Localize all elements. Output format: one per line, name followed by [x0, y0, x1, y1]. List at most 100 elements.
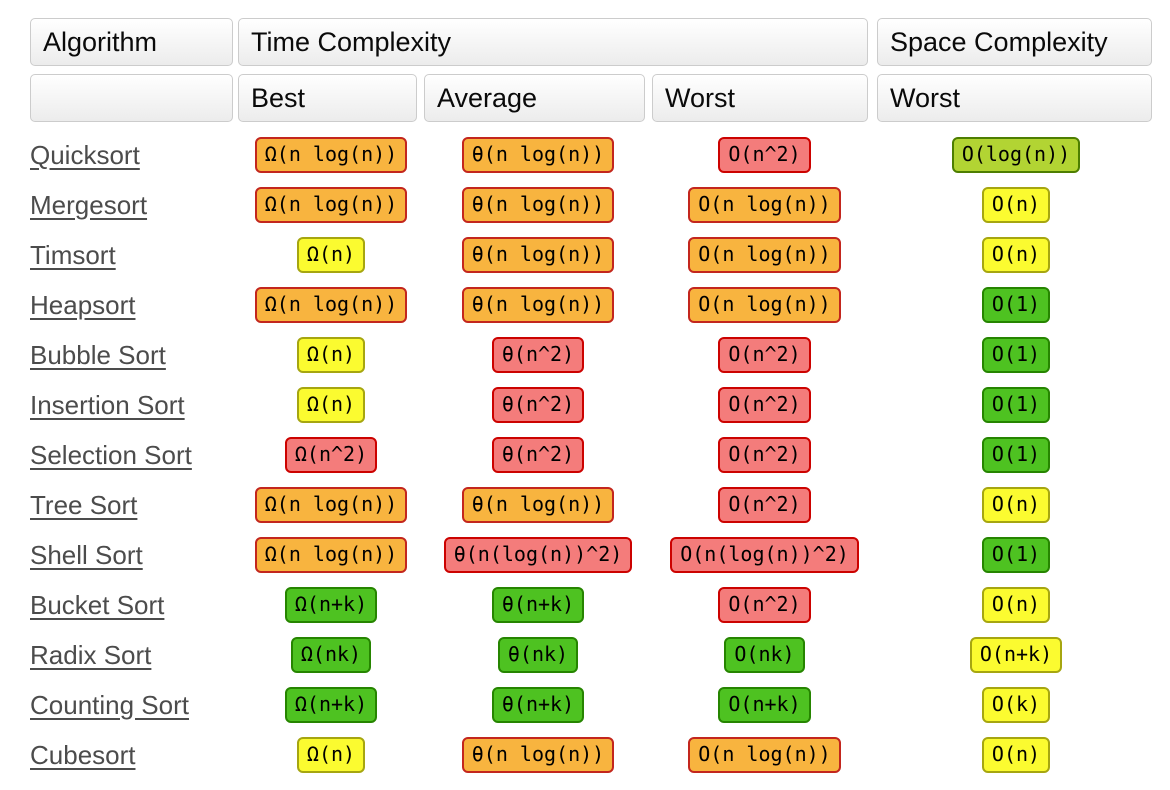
space-cell: O(n) [877, 237, 1155, 273]
best-complexity-badge: Ω(n log(n)) [254, 487, 408, 523]
best-complexity-badge: Ω(n) [296, 337, 366, 373]
best-cell: Ω(n) [238, 237, 424, 273]
algorithm-cell: Bucket Sort [30, 590, 238, 621]
table-row: Bucket Sort Ω(n+k) θ(n+k) O(n^2) O(n) [30, 580, 1170, 630]
average-complexity-badge: θ(n log(n)) [461, 137, 615, 173]
average-cell: θ(n log(n)) [424, 287, 652, 323]
header-space-complexity: Space Complexity [877, 18, 1152, 66]
average-complexity-badge: θ(n log(n)) [461, 237, 615, 273]
algorithm-cell: Timsort [30, 240, 238, 271]
worst-complexity-badge: O(n^2) [718, 487, 811, 523]
average-cell: θ(nk) [424, 637, 652, 673]
algorithm-link[interactable]: Bucket Sort [30, 589, 165, 620]
space-cell: O(1) [877, 337, 1155, 373]
best-complexity-badge: Ω(n) [296, 737, 366, 773]
average-cell: θ(n log(n)) [424, 737, 652, 773]
table-row: Tree Sort Ω(n log(n)) θ(n log(n)) O(n^2)… [30, 480, 1170, 530]
table-row: Shell Sort Ω(n log(n)) θ(n(log(n))^2) O(… [30, 530, 1170, 580]
best-complexity-badge: Ω(n log(n)) [254, 137, 408, 173]
algorithm-cell: Mergesort [30, 190, 238, 221]
worst-cell: O(n log(n)) [652, 737, 877, 773]
algorithm-link[interactable]: Mergesort [30, 189, 148, 220]
space-complexity-badge: O(1) [981, 537, 1051, 573]
average-complexity-badge: θ(n log(n)) [461, 287, 615, 323]
average-complexity-badge: θ(n log(n)) [461, 487, 615, 523]
space-complexity-badge: O(n) [981, 237, 1051, 273]
table-row: Quicksort Ω(n log(n)) θ(n log(n)) O(n^2)… [30, 130, 1170, 180]
space-cell: O(log(n)) [877, 137, 1155, 173]
space-cell: O(n) [877, 187, 1155, 223]
average-complexity-badge: θ(n+k) [491, 587, 585, 623]
space-complexity-badge: O(k) [981, 687, 1051, 723]
best-cell: Ω(n) [238, 337, 424, 373]
algorithm-link[interactable]: Heapsort [30, 289, 136, 320]
worst-cell: O(n^2) [652, 437, 877, 473]
space-complexity-badge: O(log(n)) [951, 137, 1081, 173]
algorithm-link[interactable]: Quicksort [30, 139, 140, 170]
best-complexity-badge: Ω(n+k) [284, 587, 378, 623]
best-cell: Ω(n+k) [238, 687, 424, 723]
algorithm-cell: Counting Sort [30, 690, 238, 721]
average-complexity-badge: θ(n^2) [491, 337, 585, 373]
space-complexity-badge: O(n) [981, 737, 1051, 773]
algorithm-link[interactable]: Bubble Sort [30, 339, 166, 370]
algorithm-cell: Shell Sort [30, 540, 238, 571]
worst-cell: O(nk) [652, 637, 877, 673]
average-cell: θ(n log(n)) [424, 237, 652, 273]
best-cell: Ω(n log(n)) [238, 187, 424, 223]
algorithm-cell: Tree Sort [30, 490, 238, 521]
average-cell: θ(n^2) [424, 337, 652, 373]
algorithm-link[interactable]: Radix Sort [30, 639, 152, 670]
average-cell: θ(n log(n)) [424, 487, 652, 523]
algorithm-link[interactable]: Counting Sort [30, 689, 189, 720]
space-complexity-badge: O(n) [981, 187, 1051, 223]
header-algorithm: Algorithm [30, 18, 233, 66]
best-complexity-badge: Ω(n log(n)) [254, 287, 408, 323]
worst-cell: O(n^2) [652, 487, 877, 523]
worst-complexity-badge: O(n+k) [718, 687, 811, 723]
table-row: Selection Sort Ω(n^2) θ(n^2) O(n^2) O(1) [30, 430, 1170, 480]
worst-complexity-badge: O(n log(n)) [688, 187, 841, 223]
average-complexity-badge: θ(n+k) [491, 687, 585, 723]
average-cell: θ(n^2) [424, 387, 652, 423]
header-row-subcolumns: Best Average Worst Worst [30, 74, 1170, 122]
algorithm-link[interactable]: Timsort [30, 239, 116, 270]
worst-complexity-badge: O(n^2) [718, 587, 811, 623]
best-complexity-badge: Ω(n log(n)) [254, 187, 408, 223]
space-complexity-badge: O(1) [981, 337, 1051, 373]
table-row: Heapsort Ω(n log(n)) θ(n log(n)) O(n log… [30, 280, 1170, 330]
best-cell: Ω(n) [238, 387, 424, 423]
algorithm-link[interactable]: Tree Sort [30, 489, 138, 520]
table-row: Cubesort Ω(n) θ(n log(n)) O(n log(n)) O(… [30, 730, 1170, 780]
worst-cell: O(n^2) [652, 337, 877, 373]
space-complexity-badge: O(n) [981, 587, 1051, 623]
algorithm-cell: Selection Sort [30, 440, 238, 471]
algorithm-link[interactable]: Shell Sort [30, 539, 143, 570]
space-cell: O(n) [877, 587, 1155, 623]
space-cell: O(n) [877, 737, 1155, 773]
worst-cell: O(n^2) [652, 387, 877, 423]
worst-cell: O(n(log(n))^2) [652, 537, 877, 573]
algorithm-cell: Radix Sort [30, 640, 238, 671]
worst-complexity-badge: O(n(log(n))^2) [670, 537, 859, 573]
best-complexity-badge: Ω(n) [296, 387, 366, 423]
algorithm-link[interactable]: Cubesort [30, 739, 136, 770]
table-row: Counting Sort Ω(n+k) θ(n+k) O(n+k) O(k) [30, 680, 1170, 730]
space-cell: O(n+k) [877, 637, 1155, 673]
algorithm-cell: Insertion Sort [30, 390, 238, 421]
best-complexity-badge: Ω(nk) [290, 637, 372, 673]
worst-complexity-badge: O(n^2) [718, 337, 811, 373]
average-complexity-badge: θ(n log(n)) [461, 187, 615, 223]
algorithm-link[interactable]: Insertion Sort [30, 389, 185, 420]
average-complexity-badge: θ(n^2) [491, 387, 585, 423]
worst-cell: O(n log(n)) [652, 187, 877, 223]
table-row: Radix Sort Ω(nk) θ(nk) O(nk) O(n+k) [30, 630, 1170, 680]
best-cell: Ω(n^2) [238, 437, 424, 473]
worst-complexity-badge: O(n^2) [718, 437, 811, 473]
header-average: Average [424, 74, 645, 122]
best-complexity-badge: Ω(n^2) [284, 437, 378, 473]
average-cell: θ(n log(n)) [424, 187, 652, 223]
algorithm-cell: Quicksort [30, 140, 238, 171]
header-row-groups: Algorithm Time Complexity Space Complexi… [30, 18, 1170, 66]
algorithm-link[interactable]: Selection Sort [30, 439, 192, 470]
